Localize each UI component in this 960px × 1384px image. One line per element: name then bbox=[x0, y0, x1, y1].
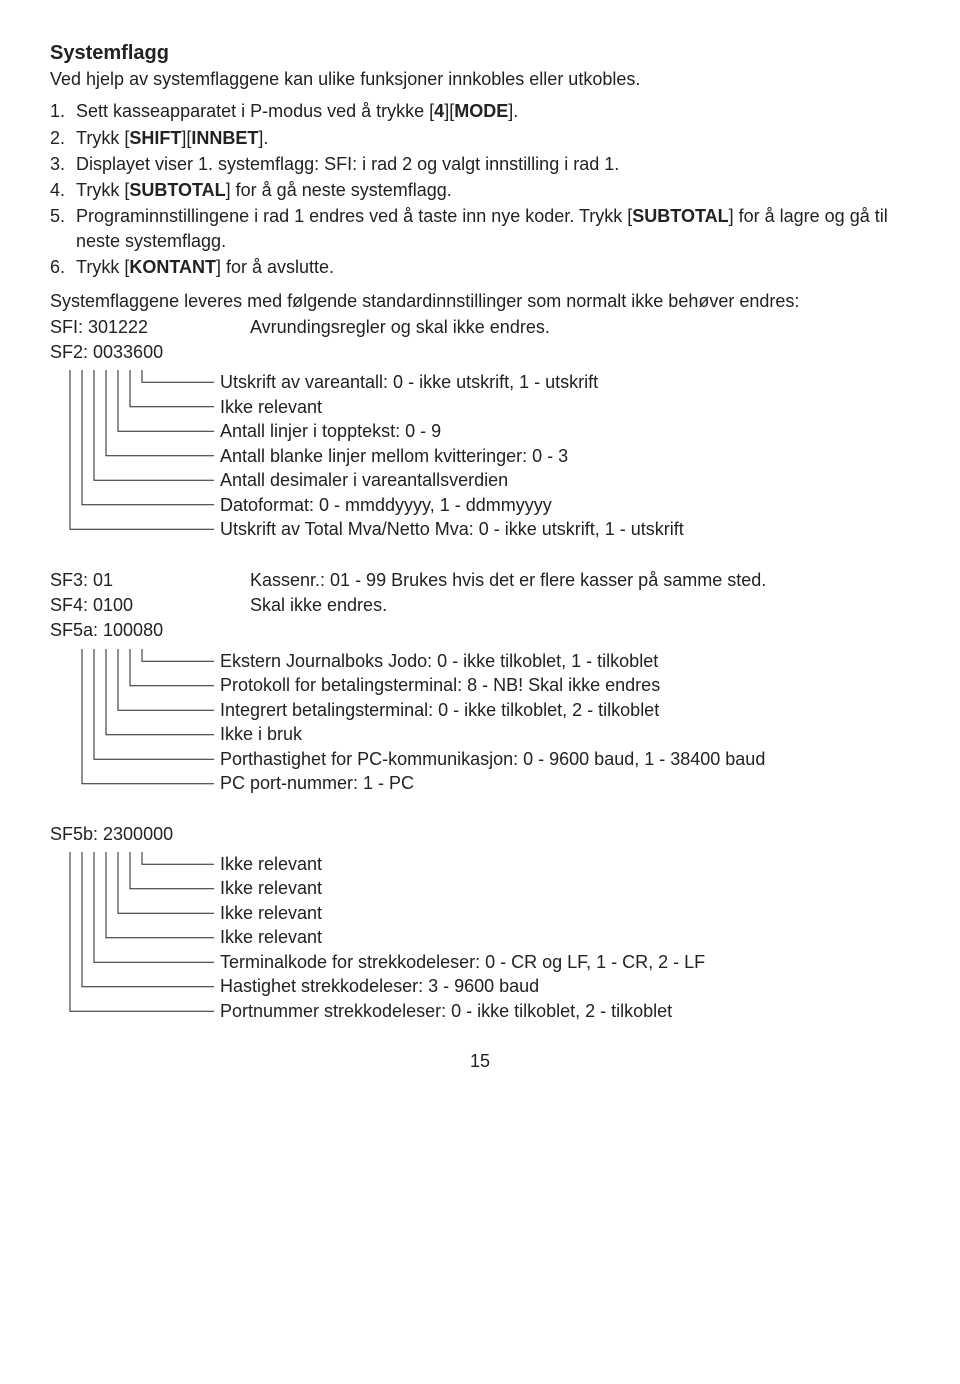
tree-item: Portnummer strekkodeleser: 0 - ikke tilk… bbox=[220, 999, 910, 1024]
tree-item: Integrert betalingsterminal: 0 - ikke ti… bbox=[220, 698, 910, 723]
tree-item: Protokoll for betalingsterminal: 8 - NB!… bbox=[220, 673, 910, 698]
key-innbet: INNBET bbox=[191, 128, 258, 148]
sf5a-label: SF5a: 100080 bbox=[50, 618, 250, 642]
step-text: Displayet viser 1. systemflagg: SFI: i r… bbox=[76, 152, 910, 176]
tree-item: Antall blanke linjer mellom kvitteringer… bbox=[220, 444, 910, 469]
step-1: 1. Sett kasseapparatet i P-modus ved å t… bbox=[50, 99, 910, 123]
page-number: 15 bbox=[50, 1049, 910, 1073]
tree-item: Ikke relevant bbox=[220, 395, 910, 420]
key-shift: SHIFT bbox=[129, 128, 181, 148]
step-number: 4. bbox=[50, 178, 76, 202]
step-number: 1. bbox=[50, 99, 76, 123]
tree-item: Ikke relevant bbox=[220, 925, 910, 950]
postlist-intro: Systemflaggene leveres med følgende stan… bbox=[50, 289, 910, 313]
sf4-row: SF4: 0100 Skal ikke endres. bbox=[50, 593, 910, 617]
step-number: 3. bbox=[50, 152, 76, 176]
tree-item: Terminalkode for strekkodeleser: 0 - CR … bbox=[220, 950, 910, 975]
sf1-row: SFI: 301222 Avrundingsregler og skal ikk… bbox=[50, 315, 910, 339]
step-text: Programinnstillingene i rad 1 endres ved… bbox=[76, 204, 910, 253]
step-number: 5. bbox=[50, 204, 76, 253]
sf1-label: SFI: 301222 bbox=[50, 315, 250, 339]
tree-item: Porthastighet for PC-kommunikasjon: 0 - … bbox=[220, 747, 910, 772]
tree-item: Ikke i bruk bbox=[220, 722, 910, 747]
step-4: 4. Trykk [SUBTOTAL] for å gå neste syste… bbox=[50, 178, 910, 202]
sf5a-tree: Ekstern Journalboks Jodo: 0 - ikke tilko… bbox=[50, 649, 910, 800]
tree-item: PC port-nummer: 1 - PC bbox=[220, 771, 910, 796]
sf1-note: Avrundingsregler og skal ikke endres. bbox=[250, 315, 910, 339]
sf2-tree: Utskrift av vareantall: 0 - ikke utskrif… bbox=[50, 370, 910, 546]
tree-item: Ikke relevant bbox=[220, 901, 910, 926]
tree-item: Antall linjer i topptekst: 0 - 9 bbox=[220, 419, 910, 444]
tree-item: Ikke relevant bbox=[220, 876, 910, 901]
sf5b-row: SF5b: 2300000 bbox=[50, 822, 910, 846]
key-subtotal: SUBTOTAL bbox=[129, 180, 225, 200]
sf4-note: Skal ikke endres. bbox=[250, 593, 910, 617]
step-5: 5. Programinnstillingene i rad 1 endres … bbox=[50, 204, 910, 253]
tree-item: Antall desimaler i vareantallsverdien bbox=[220, 468, 910, 493]
key-4: 4 bbox=[434, 101, 444, 121]
tree-item: Ikke relevant bbox=[220, 852, 910, 877]
step-2: 2. Trykk [SHIFT][INNBET]. bbox=[50, 126, 910, 150]
sf3-note: Kassenr.: 01 - 99 Brukes hvis det er fle… bbox=[250, 568, 910, 592]
sf3-label: SF3: 01 bbox=[50, 568, 250, 592]
step-3: 3. Displayet viser 1. systemflagg: SFI: … bbox=[50, 152, 910, 176]
step-6: 6. Trykk [KONTANT] for å avslutte. bbox=[50, 255, 910, 279]
key-subtotal: SUBTOTAL bbox=[632, 206, 728, 226]
tree-item: Ekstern Journalboks Jodo: 0 - ikke tilko… bbox=[220, 649, 910, 674]
key-kontant: KONTANT bbox=[129, 257, 216, 277]
tree-item: Utskrift av vareantall: 0 - ikke utskrif… bbox=[220, 370, 910, 395]
tree-item: Utskrift av Total Mva/Netto Mva: 0 - ikk… bbox=[220, 517, 910, 542]
sf5a-row: SF5a: 100080 bbox=[50, 618, 910, 642]
sf4-label: SF4: 0100 bbox=[50, 593, 250, 617]
step-text: Trykk [SUBTOTAL] for å gå neste systemfl… bbox=[76, 178, 910, 202]
step-text: Sett kasseapparatet i P-modus ved å tryk… bbox=[76, 99, 910, 123]
tree-item: Hastighet strekkodeleser: 3 - 9600 baud bbox=[220, 974, 910, 999]
step-number: 2. bbox=[50, 126, 76, 150]
step-text: Trykk [KONTANT] for å avslutte. bbox=[76, 255, 910, 279]
steps-list: 1. Sett kasseapparatet i P-modus ved å t… bbox=[50, 99, 910, 279]
sf2-row: SF2: 0033600 bbox=[50, 340, 910, 364]
intro-text: Ved hjelp av systemflaggene kan ulike fu… bbox=[50, 67, 910, 91]
step-number: 6. bbox=[50, 255, 76, 279]
heading-systemflagg: Systemflagg bbox=[50, 40, 910, 67]
sf5b-label: SF5b: 2300000 bbox=[50, 822, 250, 846]
tree-item: Datoformat: 0 - mmddyyyy, 1 - ddmmyyyy bbox=[220, 493, 910, 518]
key-mode: MODE bbox=[454, 101, 508, 121]
sf5b-tree: Ikke relevant Ikke relevant Ikke relevan… bbox=[50, 852, 910, 1028]
sf2-label: SF2: 0033600 bbox=[50, 340, 250, 364]
sf3-row: SF3: 01 Kassenr.: 01 - 99 Brukes hvis de… bbox=[50, 568, 910, 592]
step-text: Trykk [SHIFT][INNBET]. bbox=[76, 126, 910, 150]
